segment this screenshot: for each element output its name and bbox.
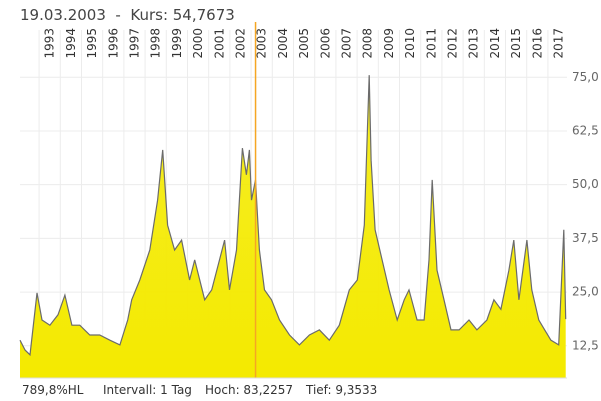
- x-tick-label: 1993: [43, 28, 57, 59]
- chart-title: 19.03.2003 - Kurs: 54,7673: [20, 6, 235, 24]
- line: [19, 75, 567, 357]
- x-tick-label: 2013: [467, 28, 481, 59]
- x-tick-label: 2008: [361, 28, 375, 59]
- x-tick-label: 1997: [127, 28, 141, 59]
- y-tick-label: 50,0: [572, 177, 599, 191]
- status-text: Intervall: 1 Tag: [103, 383, 192, 397]
- status-text: 789,8%HL: [22, 383, 84, 397]
- x-tick-label: 2000: [191, 28, 205, 59]
- x-tick-label: 2006: [318, 28, 332, 59]
- status-text: Tief: 9,3533: [305, 383, 377, 397]
- y-tick-label: 75,0: [572, 70, 599, 84]
- x-tick-label: 2002: [233, 28, 247, 59]
- y-tick-label: 25,0: [572, 285, 599, 299]
- x-tick-label: 2014: [488, 28, 502, 59]
- x-tick-label: 1999: [170, 28, 184, 59]
- x-tick-label: 1994: [64, 28, 78, 59]
- y-tick-label: 12,5: [572, 338, 599, 352]
- x-tick-label: 2015: [509, 28, 523, 59]
- x-tick-label: 2009: [382, 28, 396, 59]
- x-tick-label: 2003: [255, 28, 269, 59]
- x-tick-label: 2016: [530, 28, 544, 59]
- x-tick-label: 2017: [552, 28, 566, 59]
- x-tick-label: 1995: [85, 28, 99, 59]
- status-text: Hoch: 83,2257: [205, 383, 293, 397]
- x-tick-label: 1998: [149, 28, 163, 59]
- x-tick-label: 2005: [297, 28, 311, 59]
- x-tick-label: 2012: [446, 28, 460, 59]
- x-tick-label: 2007: [340, 28, 354, 59]
- x-tick-label: 2011: [424, 28, 438, 59]
- x-tick-label: 2010: [403, 28, 417, 59]
- area: [20, 75, 566, 378]
- x-tick-label: 1996: [106, 28, 120, 59]
- x-tick-label: 2004: [276, 28, 290, 59]
- y-tick-label: 37,5: [572, 231, 599, 245]
- x-tick-label: 2001: [212, 28, 226, 59]
- y-tick-label: 62,5: [572, 123, 599, 137]
